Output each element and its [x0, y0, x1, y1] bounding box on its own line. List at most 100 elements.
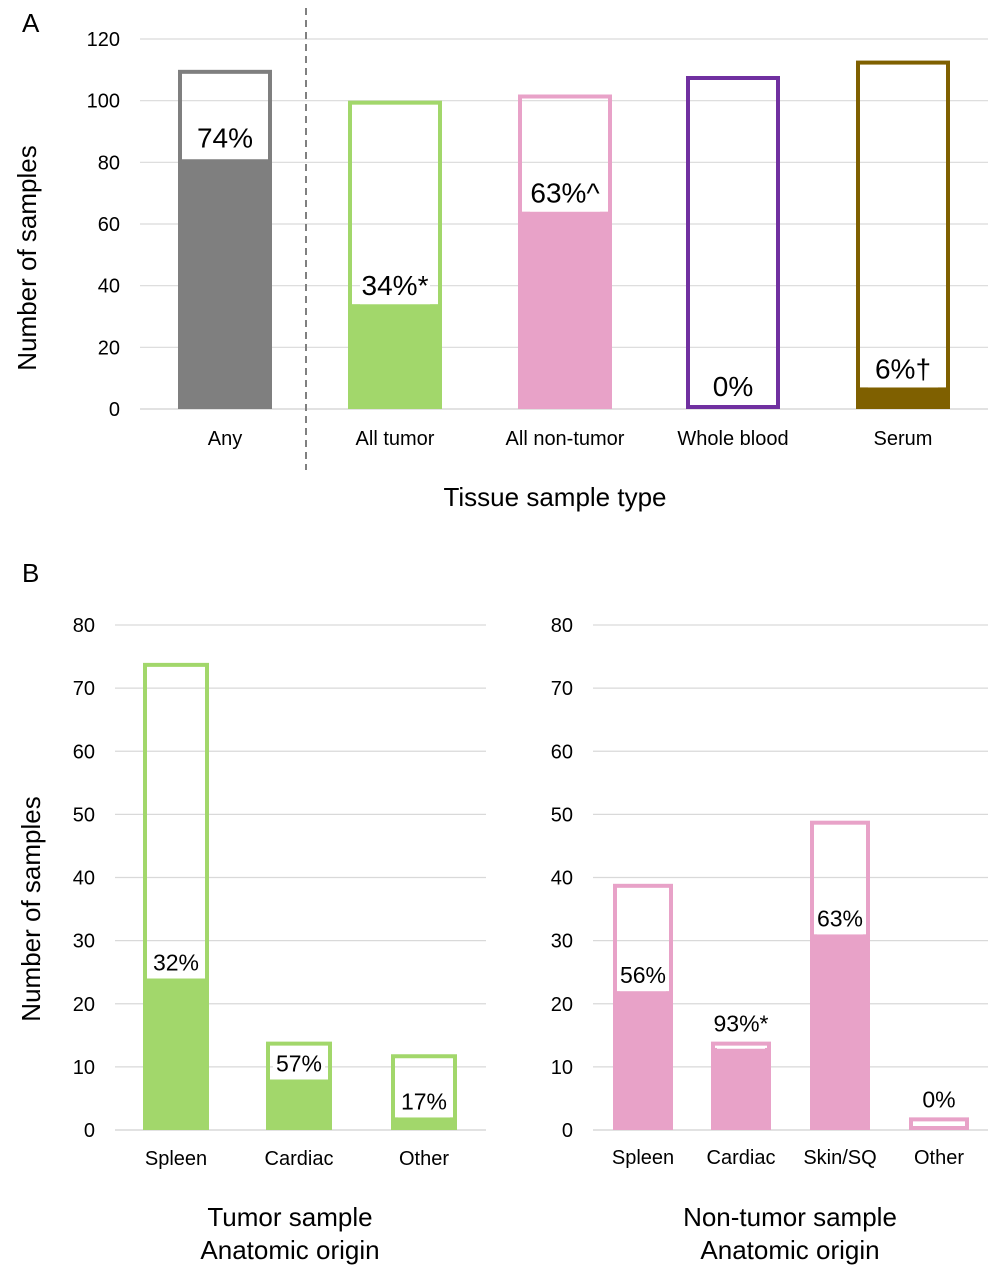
bar-total-outline — [178, 69, 272, 409]
value-label-background — [360, 266, 430, 305]
panel-a-categories: Any All tumor All non-tumor Whole blood Seru… — [208, 428, 933, 450]
value-label: 34%* — [362, 270, 429, 301]
panel-b-nontumor-y-ticks: 0 10 20 30 40 50 60 70 80 — [551, 615, 573, 1142]
bar-positive-fill — [711, 1047, 771, 1130]
panel-a-bars — [178, 60, 950, 410]
category-label: Other — [914, 1147, 964, 1169]
value-label: 6%† — [875, 353, 931, 384]
bar-positive-fill — [810, 934, 870, 1130]
value-label-background — [273, 1047, 325, 1080]
bar-positive-fill — [143, 978, 209, 1130]
value-label-background — [620, 959, 666, 992]
y-tick-label: 20 — [551, 994, 573, 1016]
y-tick-label: 100 — [87, 91, 120, 113]
y-tick-label: 80 — [73, 615, 95, 637]
bar-total-outline — [909, 1117, 969, 1130]
y-tick-label: 0 — [562, 1120, 573, 1142]
panel-a-x-axis-title: Tissue sample type — [443, 482, 666, 512]
panel-b-tumor-x-title-line2: Anatomic origin — [200, 1235, 379, 1265]
panel-a-letter: A — [22, 8, 40, 38]
bar-positive-fill — [348, 304, 442, 409]
y-tick-label: 40 — [98, 276, 120, 298]
y-tick-label: 20 — [73, 994, 95, 1016]
bar-total-outline — [711, 1041, 771, 1130]
value-label-background — [190, 118, 260, 157]
category-label: Cardiac — [265, 1148, 334, 1170]
y-tick-label: 60 — [551, 741, 573, 763]
panel-a-gridlines — [140, 38, 988, 410]
bar-total-outline — [686, 76, 780, 409]
category-label: Skin/SQ — [803, 1147, 876, 1169]
y-tick-label: 80 — [551, 615, 573, 637]
value-label: 17% — [401, 1088, 447, 1114]
y-tick-label: 70 — [551, 678, 573, 700]
bar-total-outline — [143, 662, 209, 1130]
bar-positive-fill — [856, 387, 950, 409]
bar-total-outline — [266, 1041, 332, 1130]
panel-b-tumor: B 0 10 20 30 40 50 60 70 80 32% 57% 17% Spleen Card… — [16, 558, 486, 1265]
value-label: 93%* — [714, 1011, 769, 1037]
value-label: 74% — [197, 122, 253, 153]
value-label: 32% — [153, 950, 199, 976]
value-label-background — [868, 349, 938, 388]
category-label: Serum — [874, 428, 933, 450]
panel-b-nontumor-x-title-line1: Non-tumor sample — [683, 1202, 897, 1232]
category-label: Whole blood — [677, 428, 788, 450]
y-tick-label: 10 — [551, 1057, 573, 1079]
panel-a-y-axis-title: Number of samples — [12, 145, 42, 370]
y-tick-label: 20 — [98, 337, 120, 359]
bar-positive-fill — [613, 991, 673, 1130]
panel-b-y-axis-title: Number of samples — [16, 796, 46, 1021]
bar-total-outline — [810, 820, 870, 1130]
y-tick-label: 70 — [73, 678, 95, 700]
y-tick-label: 10 — [73, 1057, 95, 1079]
y-tick-label: 30 — [73, 931, 95, 953]
panel-a-value-labels: 74% 34%* 63%^ 0% 6%† — [190, 118, 938, 405]
category-label: Other — [399, 1148, 449, 1170]
value-label: 0% — [713, 371, 753, 402]
y-tick-label: 30 — [551, 931, 573, 953]
y-tick-label: 60 — [73, 741, 95, 763]
bar-total-outline — [348, 100, 442, 410]
value-label-background — [398, 1085, 450, 1118]
y-tick-label: 60 — [98, 214, 120, 236]
panel-b-tumor-x-title-line1: Tumor sample — [207, 1202, 372, 1232]
panel-b-nontumor-value-labels: 56% 93%* 63% 0% — [620, 902, 956, 1112]
category-label: All tumor — [356, 428, 435, 450]
panel-b-nontumor-bars — [613, 820, 969, 1130]
y-tick-label: 50 — [551, 804, 573, 826]
panel-b-tumor-bars — [143, 662, 457, 1130]
bar-positive-fill — [178, 159, 272, 409]
value-label-background — [698, 367, 768, 405]
panel-a: A 0 20 40 60 80 100 120 74% 34%* 63%^ 0% 6%† Any Al… — [12, 8, 988, 512]
panel-b-tumor-value-labels: 32% 57% 17% — [150, 946, 450, 1118]
value-label: 56% — [620, 962, 666, 988]
y-tick-label: 40 — [73, 868, 95, 890]
y-tick-label: 50 — [73, 804, 95, 826]
y-tick-label: 80 — [98, 152, 120, 174]
panel-b-letter: B — [22, 558, 39, 588]
value-label-background — [530, 173, 600, 212]
value-label: 57% — [276, 1051, 322, 1077]
category-label: Spleen — [612, 1147, 674, 1169]
category-label: Spleen — [145, 1148, 207, 1170]
bar-total-outline — [518, 94, 612, 409]
value-label: 63% — [817, 905, 863, 931]
value-label-background — [817, 902, 863, 935]
panel-b-nontumor-x-title-line2: Anatomic origin — [700, 1235, 879, 1265]
category-label: Any — [208, 428, 242, 450]
value-label: 0% — [922, 1086, 955, 1112]
panel-a-y-ticks: 0 20 40 60 80 100 120 — [87, 29, 120, 421]
panel-b-tumor-y-ticks: 0 10 20 30 40 50 60 70 80 — [73, 615, 95, 1142]
bar-positive-fill — [266, 1079, 332, 1130]
category-label: All non-tumor — [506, 428, 625, 450]
panel-b-nontumor-categories: Spleen Cardiac Skin/SQ Other — [612, 1147, 964, 1169]
category-label: Cardiac — [707, 1147, 776, 1169]
bar-total-outline — [391, 1054, 457, 1130]
value-label: 63%^ — [530, 178, 599, 209]
y-tick-label: 40 — [551, 868, 573, 890]
y-tick-label: 120 — [87, 29, 120, 51]
bar-total-outline — [856, 60, 950, 409]
y-tick-label: 0 — [84, 1120, 95, 1142]
